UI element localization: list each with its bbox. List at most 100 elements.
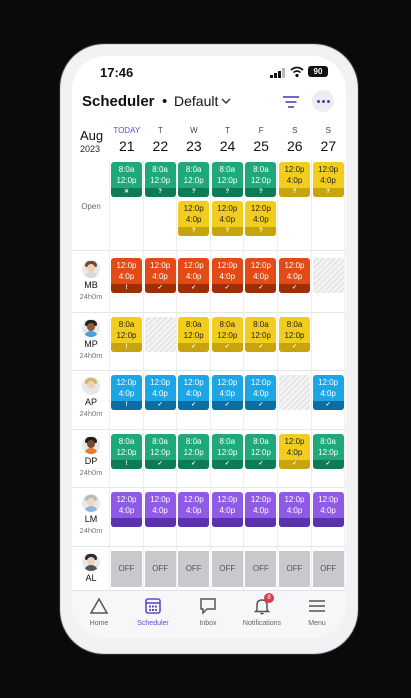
shift-block[interactable]: 12:0p 4:0p ✓ — [144, 375, 176, 410]
status-bar: 17:46 90 — [72, 56, 346, 90]
employee-hours: 24h0m — [79, 409, 103, 418]
shift-block[interactable]: 8:0a 12:0p? — [211, 162, 243, 197]
shift-start-time: 8:0a — [152, 436, 168, 446]
shift-block[interactable]: 12:0p 4:0p! — [111, 258, 142, 293]
day-column-0[interactable]: TODAY 21 — [110, 126, 144, 154]
shift-status-icon — [211, 518, 243, 527]
avatar-mp[interactable] — [82, 318, 100, 337]
shift-block[interactable]: 12:0p 4:0p ✓ — [245, 375, 277, 410]
shift-block[interactable]: 12:0p 4:0p — [245, 492, 277, 527]
employee-label[interactable]: AL — [72, 552, 110, 583]
open-shifts-label: Open — [81, 202, 101, 211]
shift-block[interactable]: 12:0p 4:0p? — [279, 162, 310, 197]
shift-end-time: 4:0p — [185, 272, 202, 281]
shift-status-icon — [178, 518, 210, 527]
day-column-4[interactable]: F 25 — [244, 126, 278, 154]
shift-block[interactable]: 8:0a 12:0p ✓ — [245, 433, 277, 469]
shift-start-time: 8:0a — [286, 319, 303, 329]
chat-bubble-icon — [198, 596, 218, 616]
shift-end-time: 4:0p — [286, 447, 303, 457]
shift-block[interactable]: 8:0a 12:0p ✓ — [312, 433, 344, 469]
tab-scheduler[interactable]: Scheduler — [126, 596, 180, 627]
day-column-6[interactable]: S 27 — [312, 126, 346, 154]
shift-block[interactable]: 8:0a 12:0p! — [111, 433, 142, 469]
shift-block[interactable]: 8:0a 12:0p? — [178, 162, 210, 197]
off-cell[interactable]: OFF — [279, 550, 310, 587]
tab-inbox[interactable]: Inbox — [181, 596, 235, 627]
shift-block[interactable]: 8:0a 12:0p ✓ — [178, 316, 210, 352]
shift-end-time: 4:0p — [253, 215, 269, 224]
shift-block[interactable]: 12:0p 4:0p ✓ — [279, 258, 310, 293]
shift-block[interactable]: 8:0a 12:0p! — [111, 316, 142, 352]
tab-notifications[interactable]: 8 Notifications — [235, 593, 289, 627]
shift-block[interactable]: 8:0a 12:0p? — [245, 162, 277, 197]
off-cell[interactable]: OFF — [111, 550, 142, 587]
shift-status-icon: ! — [111, 401, 142, 410]
shift-block[interactable]: 12:0p 4:0p — [178, 492, 210, 527]
shift-block[interactable]: 12:0p 4:0p — [211, 492, 243, 527]
shift-block[interactable]: 12:0p 4:0p ✓ — [312, 375, 344, 410]
day-column-5[interactable]: S 26 — [278, 126, 312, 154]
off-cell[interactable]: OFF — [211, 550, 243, 587]
shift-block[interactable]: 12:0p 4:0p — [144, 492, 176, 527]
avatar-ap[interactable] — [82, 377, 100, 395]
day-column-3[interactable]: T 24 — [211, 126, 245, 154]
shift-start-time: 12:0p — [250, 261, 271, 270]
more-options-icon[interactable] — [312, 90, 334, 112]
shift-block[interactable]: 12:0p 4:0p ✓ — [178, 258, 210, 293]
shift-block[interactable]: 12:0p 4:0p? — [245, 201, 277, 236]
shift-block[interactable]: 8:0a 12:0p ✓ — [211, 433, 243, 469]
shift-block[interactable]: 12:0p 4:0p ✓ — [245, 258, 277, 293]
shift-block[interactable]: 12:0p 4:0p? — [211, 201, 243, 236]
day-number: 25 — [253, 138, 269, 154]
employee-label[interactable]: MB 24h0m — [72, 260, 110, 301]
shift-status-icon: ✓ — [211, 459, 243, 469]
day-column-1[interactable]: T 22 — [144, 126, 178, 154]
avatar-mb[interactable] — [82, 260, 100, 278]
tab-home[interactable]: Home — [72, 596, 126, 627]
shift-status-icon: ✓ — [279, 459, 310, 469]
shift-block[interactable]: 8:0a 12:0p ✓ — [144, 433, 176, 469]
day-column-2[interactable]: W 23 — [177, 126, 211, 154]
bottom-tab-bar: Home Scheduler Inbox 8 Notifications Menu — [72, 590, 346, 638]
shift-block[interactable]: 8:0a 12:0p ✓ — [279, 316, 310, 352]
avatar-lm[interactable] — [82, 494, 100, 512]
shift-block[interactable]: 12:0p 4:0p — [111, 492, 142, 527]
shift-block[interactable]: 12:0p 4:0p ✓ — [178, 375, 210, 410]
tab-label: Inbox — [199, 620, 217, 627]
view-selector[interactable]: Default — [174, 93, 231, 109]
employee-label[interactable]: AP 24h0m — [72, 377, 110, 418]
shift-block[interactable]: 8:0a 12:0p ✓ — [245, 316, 277, 352]
off-cell[interactable]: OFF — [312, 550, 344, 587]
shift-end-time: 12:0p — [150, 447, 171, 457]
month-label: Aug — [80, 128, 104, 143]
shift-block[interactable]: 12:0p 4:0p! — [111, 375, 142, 410]
shift-end-time: 4:0p — [320, 176, 336, 185]
off-cell[interactable]: OFF — [178, 550, 210, 587]
shift-block[interactable]: 12:0p 4:0p ✓ — [144, 258, 176, 293]
shift-block[interactable]: 8:0a 12:0p? — [144, 162, 176, 197]
shift-start-time: 12:0p — [318, 165, 339, 174]
avatar-dp[interactable] — [82, 435, 100, 454]
shift-block[interactable]: 12:0p 4:0p? — [178, 201, 210, 236]
off-cell[interactable]: OFF — [144, 550, 176, 587]
shift-start-time: 12:0p — [183, 204, 204, 213]
shift-block[interactable]: 12:0p 4:0p? — [312, 162, 344, 197]
shift-block[interactable]: 8:0a 12:0p ✕ — [111, 162, 142, 197]
employee-label[interactable]: LM 24h0m — [72, 494, 110, 535]
shift-block[interactable]: 8:0a 12:0p ✓ — [211, 316, 243, 352]
shift-block[interactable]: 12:0p 4:0p ✓ — [211, 375, 243, 410]
avatar-al[interactable] — [82, 552, 100, 571]
filter-icon[interactable] — [280, 92, 302, 112]
shift-block[interactable]: 12:0p 4:0p — [279, 492, 310, 527]
employee-label[interactable]: DP 24h0m — [72, 435, 110, 477]
shift-block[interactable]: 12:0p 4:0p — [312, 492, 344, 527]
schedule-grid: 8:0a 12:0p ✕ 8:0a 12:0p? 8:0a 12:0p? 8:0a 12:0p?… — [72, 160, 346, 590]
tab-menu[interactable]: Menu — [290, 596, 344, 627]
shift-block[interactable]: 8:0a 12:0p ✓ — [178, 433, 210, 469]
shift-block[interactable]: 12:0p 4:0p ✓ — [211, 258, 243, 293]
shift-block[interactable]: 12:0p 4:0p ✓ — [279, 433, 310, 469]
employee-label[interactable]: MP 24h0m — [72, 318, 110, 360]
off-cell[interactable]: OFF — [245, 550, 277, 587]
day-letter: S — [292, 126, 298, 135]
